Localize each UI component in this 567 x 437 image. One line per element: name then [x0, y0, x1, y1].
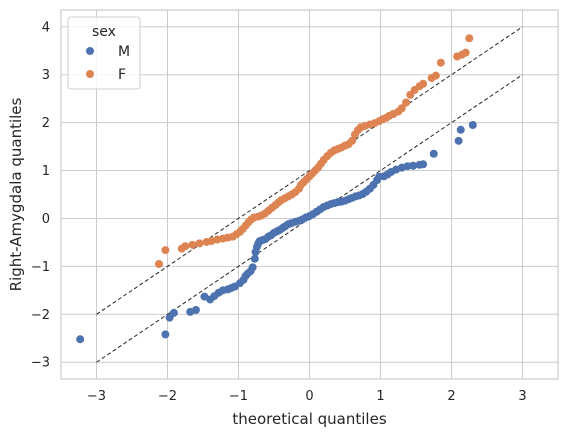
data-point — [191, 305, 200, 314]
tick-labels: −3 −2 −1 0 1 2 3 −3 −2 −1 0 1 2 3 4 — [31, 20, 527, 404]
legend-label-M: M — [118, 44, 130, 60]
data-point — [402, 98, 411, 107]
data-point — [76, 335, 85, 344]
data-point — [465, 34, 474, 43]
x-tick-label: 2 — [447, 389, 455, 404]
data-point — [431, 71, 440, 80]
series-M — [76, 121, 477, 344]
data-point — [248, 263, 257, 272]
data-point — [397, 104, 406, 113]
data-point — [154, 259, 163, 268]
data-point — [161, 330, 170, 339]
data-point — [419, 79, 428, 88]
data-point — [456, 125, 465, 134]
reference-line — [96, 26, 523, 315]
legend: sex MF — [67, 16, 141, 90]
legend-marker-M — [86, 47, 94, 55]
data-point — [454, 136, 463, 145]
data-point — [161, 246, 170, 255]
legend-marker-F — [86, 70, 94, 78]
x-tick-label: −3 — [87, 389, 106, 404]
data-point — [461, 48, 470, 57]
y-axis-label: Right-Amygdala quantiles — [7, 97, 25, 291]
x-tick-label: 3 — [518, 389, 526, 404]
legend-box — [67, 16, 141, 90]
x-tick-label: −1 — [229, 389, 248, 404]
x-tick-label: −2 — [158, 389, 177, 404]
data-point — [436, 58, 445, 67]
y-tick-label: −1 — [31, 260, 50, 275]
data-point — [250, 254, 259, 263]
x-tick-label: 0 — [305, 389, 313, 404]
legend-label-F: F — [118, 67, 126, 83]
y-tick-label: 0 — [42, 212, 50, 227]
data-point — [348, 136, 357, 145]
legend-title: sex — [92, 24, 116, 40]
data-points — [76, 34, 477, 344]
x-axis-label: theoretical quantiles — [232, 410, 386, 428]
data-point — [419, 160, 428, 169]
y-tick-label: 4 — [42, 20, 50, 35]
legend-items: MF — [86, 44, 130, 83]
data-point — [169, 308, 178, 317]
y-tick-label: −2 — [31, 308, 50, 323]
series-F — [154, 34, 474, 268]
data-point — [195, 239, 204, 248]
data-point — [181, 242, 190, 251]
plot-frame — [60, 9, 559, 380]
data-point — [429, 149, 438, 158]
x-tick-label: 1 — [376, 389, 384, 404]
data-point — [188, 240, 197, 249]
y-tick-label: 3 — [42, 68, 50, 83]
y-tick-label: 1 — [42, 164, 50, 179]
data-point — [468, 121, 477, 130]
y-tick-label: 2 — [42, 116, 50, 131]
data-point — [409, 161, 418, 170]
y-tick-label: −3 — [31, 356, 50, 371]
